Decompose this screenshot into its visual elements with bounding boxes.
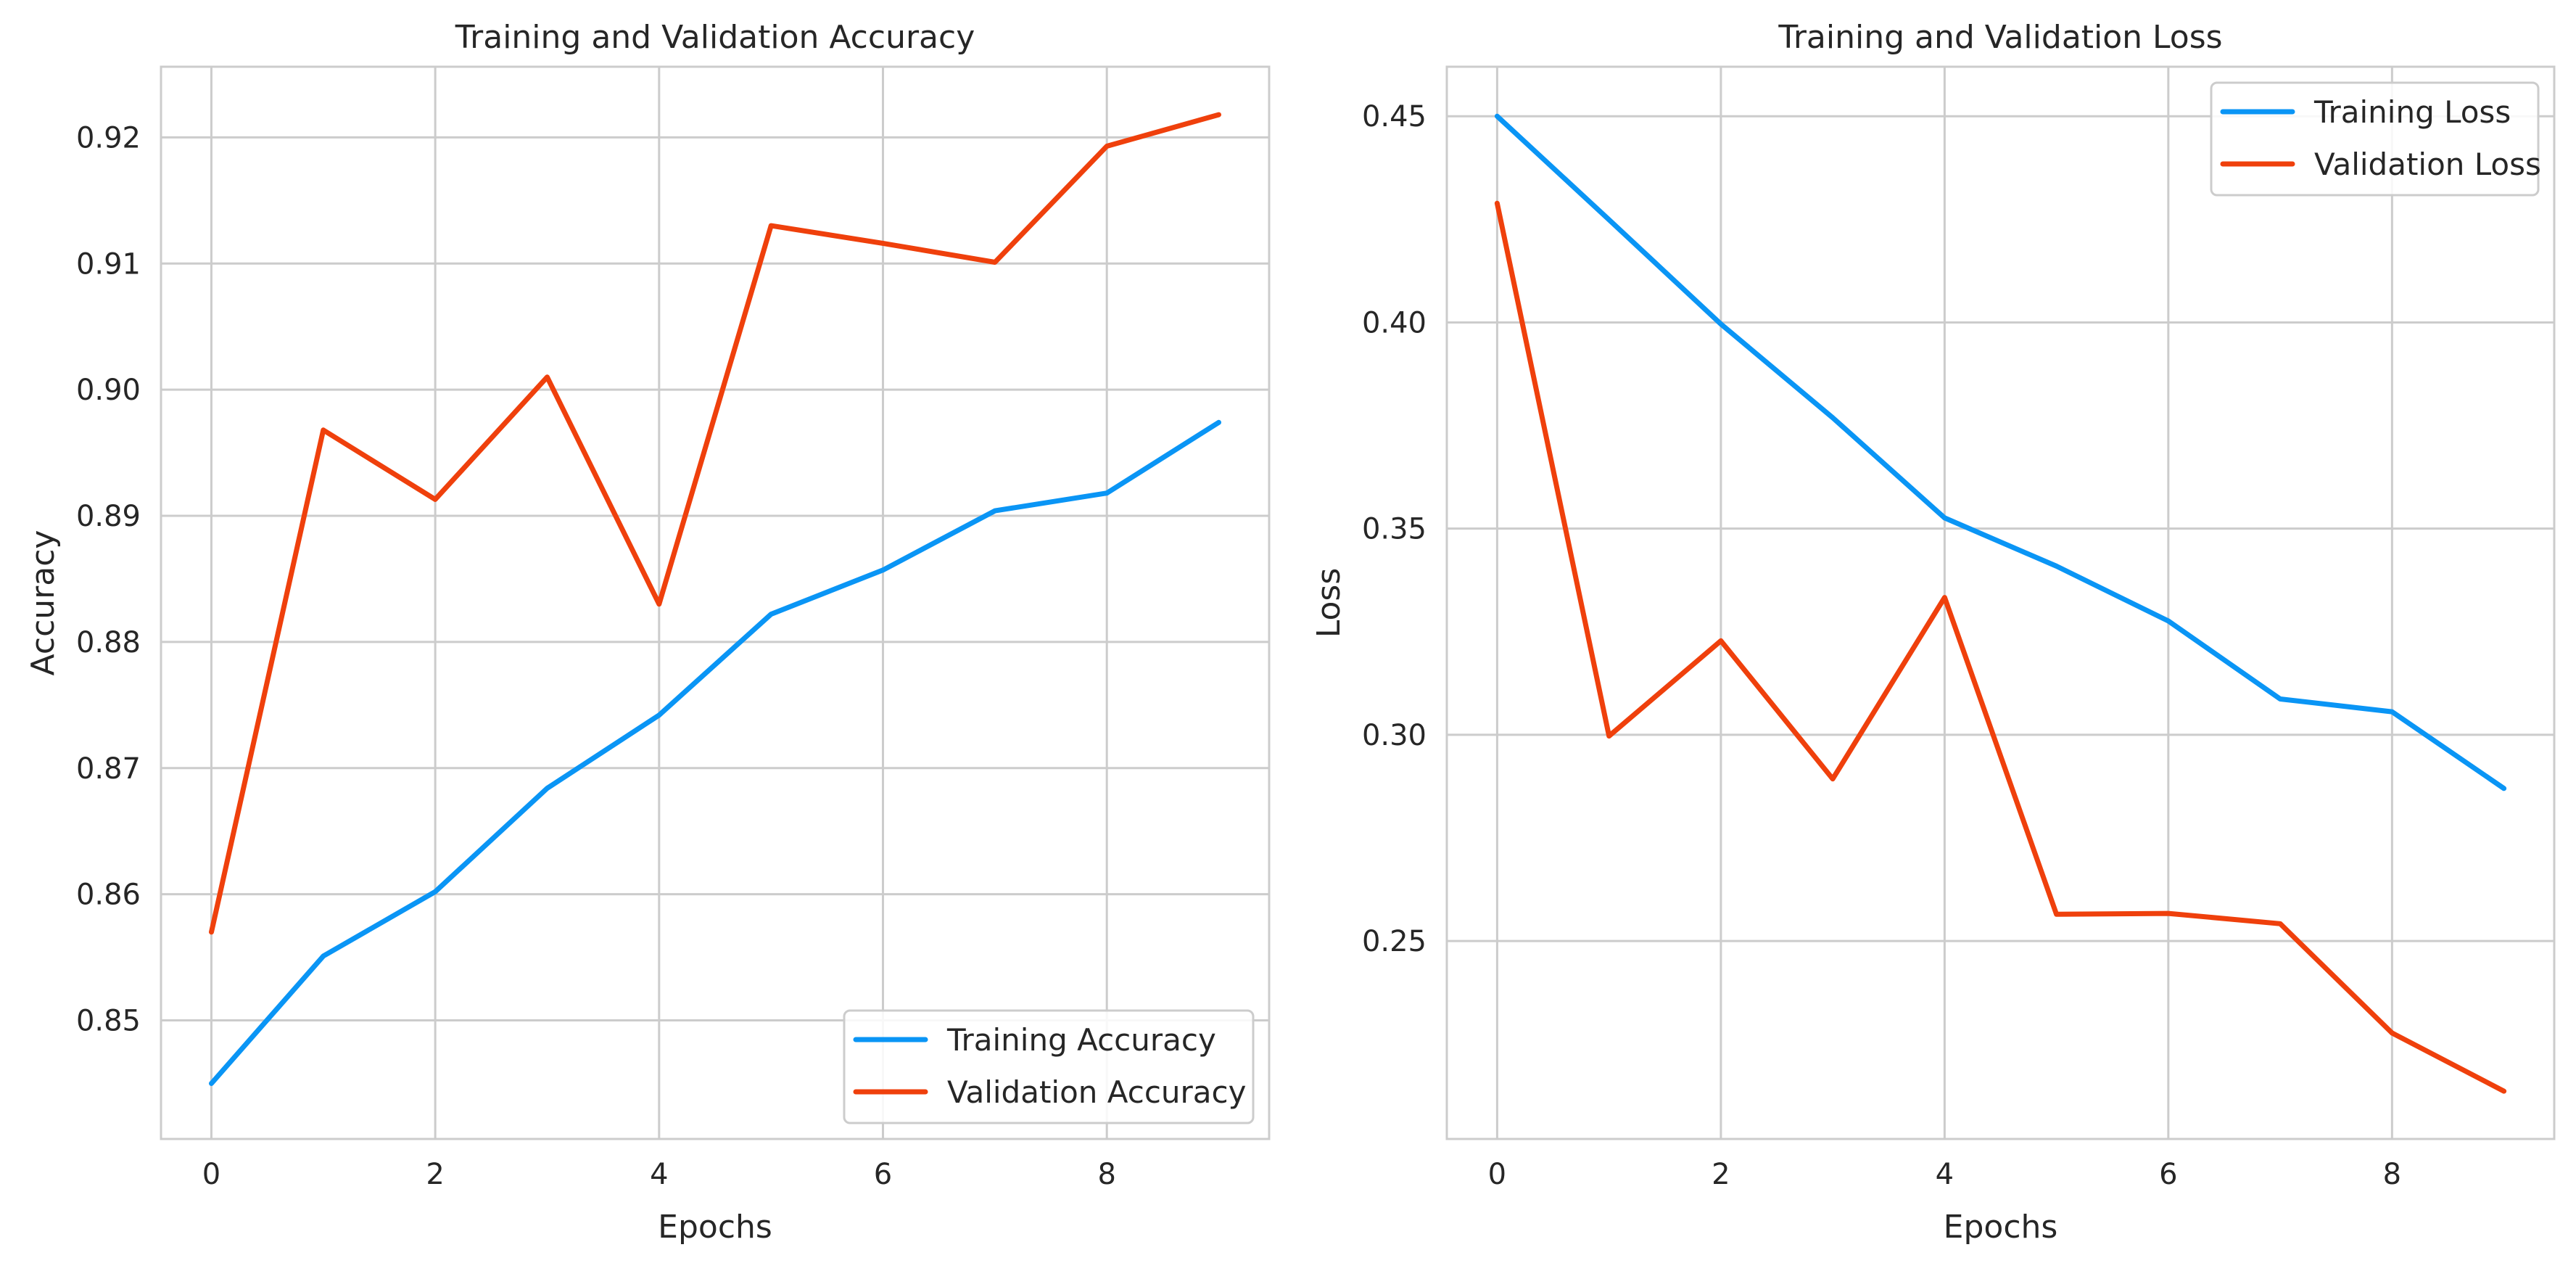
y-tick-label: 0.86 (76, 879, 141, 912)
x-tick-label: 8 (1097, 1158, 1115, 1191)
accuracy-y-axis-label: Accuracy (25, 530, 62, 676)
x-tick-label: 8 (2383, 1158, 2401, 1191)
legend-label-training-accuracy: Training Accuracy (946, 1022, 1216, 1058)
loss-plot-frame (1445, 65, 2556, 1140)
loss-chart-title: Training and Validation Loss (1778, 19, 2222, 56)
y-tick-label: 0.35 (1362, 513, 1427, 546)
y-tick-label: 0.88 (76, 626, 141, 659)
series-line-validation-loss (1494, 200, 2507, 1094)
series-line-training-accuracy (209, 419, 1221, 1086)
accuracy-chart-title: Training and Validation Accuracy (455, 19, 975, 56)
y-tick-label: 0.92 (76, 121, 141, 155)
y-tick-label: 0.25 (1362, 925, 1427, 958)
accuracy-chart: 0 2 4 6 8 0.85 0.86 0.87 0.88 0.89 0.90 0.91 0.92 Tr… (25, 19, 1271, 1246)
loss-legend: Training Loss Validation Loss (2210, 81, 2541, 197)
loss-chart: 0 2 4 6 8 0.25 0.30 0.35 0.40 0.45 Training and V… (1310, 19, 2556, 1246)
loss-x-axis-label: Epochs (1944, 1209, 2058, 1246)
y-tick-label: 0.90 (76, 374, 141, 407)
y-tick-label: 0.30 (1362, 719, 1427, 752)
accuracy-grid (161, 67, 1269, 1139)
legend-label-validation-accuracy: Validation Accuracy (947, 1074, 1247, 1110)
y-tick-label: 0.89 (76, 500, 141, 533)
y-tick-label: 0.40 (1362, 306, 1427, 340)
y-tick-label: 0.85 (76, 1005, 141, 1038)
accuracy-legend-box (843, 1009, 1255, 1124)
series-line-validation-accuracy (209, 112, 1221, 935)
loss-lines (1494, 113, 2507, 1094)
accuracy-lines (209, 112, 1221, 1086)
legend-label-validation-loss: Validation Loss (2314, 147, 2541, 182)
y-tick-label: 0.87 (76, 752, 141, 786)
x-tick-label: 0 (1488, 1158, 1506, 1191)
accuracy-legend: Training Accuracy Validation Accuracy (843, 1009, 1255, 1124)
y-tick-label: 0.91 (76, 247, 141, 281)
accuracy-ticks: 0 2 4 6 8 0.85 0.86 0.87 0.88 0.89 0.90 0.91 0.92 (76, 121, 1116, 1191)
loss-grid (1447, 67, 2554, 1139)
series-line-training-loss (1494, 113, 2507, 791)
x-tick-label: 4 (1936, 1158, 1954, 1191)
loss-y-axis-label: Loss (1310, 568, 1347, 638)
legend-label-training-loss: Training Loss (2313, 94, 2511, 130)
x-tick-label: 6 (2159, 1158, 2177, 1191)
y-tick-label: 0.45 (1362, 100, 1427, 133)
loss-ticks: 0 2 4 6 8 0.25 0.30 0.35 0.40 0.45 (1362, 100, 2401, 1191)
accuracy-x-axis-label: Epochs (658, 1209, 772, 1246)
x-tick-label: 6 (874, 1158, 892, 1191)
x-tick-label: 0 (202, 1158, 220, 1191)
accuracy-plot-frame (160, 65, 1271, 1140)
x-tick-label: 2 (426, 1158, 444, 1191)
x-tick-label: 2 (1712, 1158, 1730, 1191)
x-tick-label: 4 (650, 1158, 668, 1191)
